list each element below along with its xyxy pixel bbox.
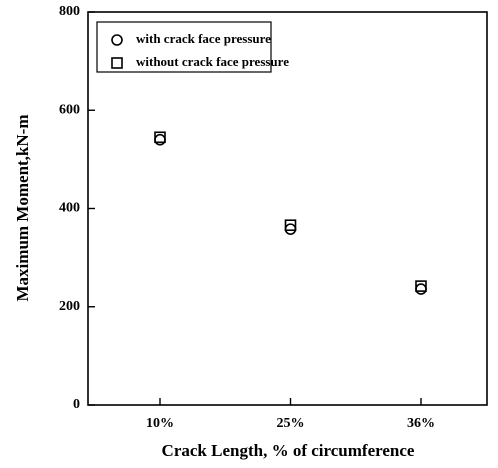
marker-square — [415, 280, 427, 292]
marker-circle — [415, 283, 427, 295]
marker-circle — [284, 223, 297, 235]
x-tick-label: 25% — [277, 416, 305, 431]
y-tick-label: 0 — [73, 397, 80, 412]
marker-circle — [111, 34, 123, 46]
marker-square — [154, 131, 166, 144]
x-tick-label: 10% — [146, 416, 174, 431]
y-axis-label: Maximum Moment,kN-m — [13, 115, 32, 302]
legend-box — [96, 21, 272, 73]
y-tick-label: 600 — [59, 102, 80, 117]
marker-circle — [154, 133, 166, 146]
y-tick-label: 200 — [59, 299, 80, 314]
marker-square — [111, 57, 123, 69]
legend-label: without crack face pressure — [136, 54, 289, 69]
marker-square — [284, 219, 297, 232]
y-tick-label: 400 — [59, 201, 80, 216]
x-tick-label: 36% — [407, 416, 435, 431]
legend-label: with crack face pressure — [136, 31, 271, 46]
x-axis-label: Crack Length, % of circumference — [162, 441, 415, 460]
y-tick-label: 800 — [59, 4, 80, 19]
